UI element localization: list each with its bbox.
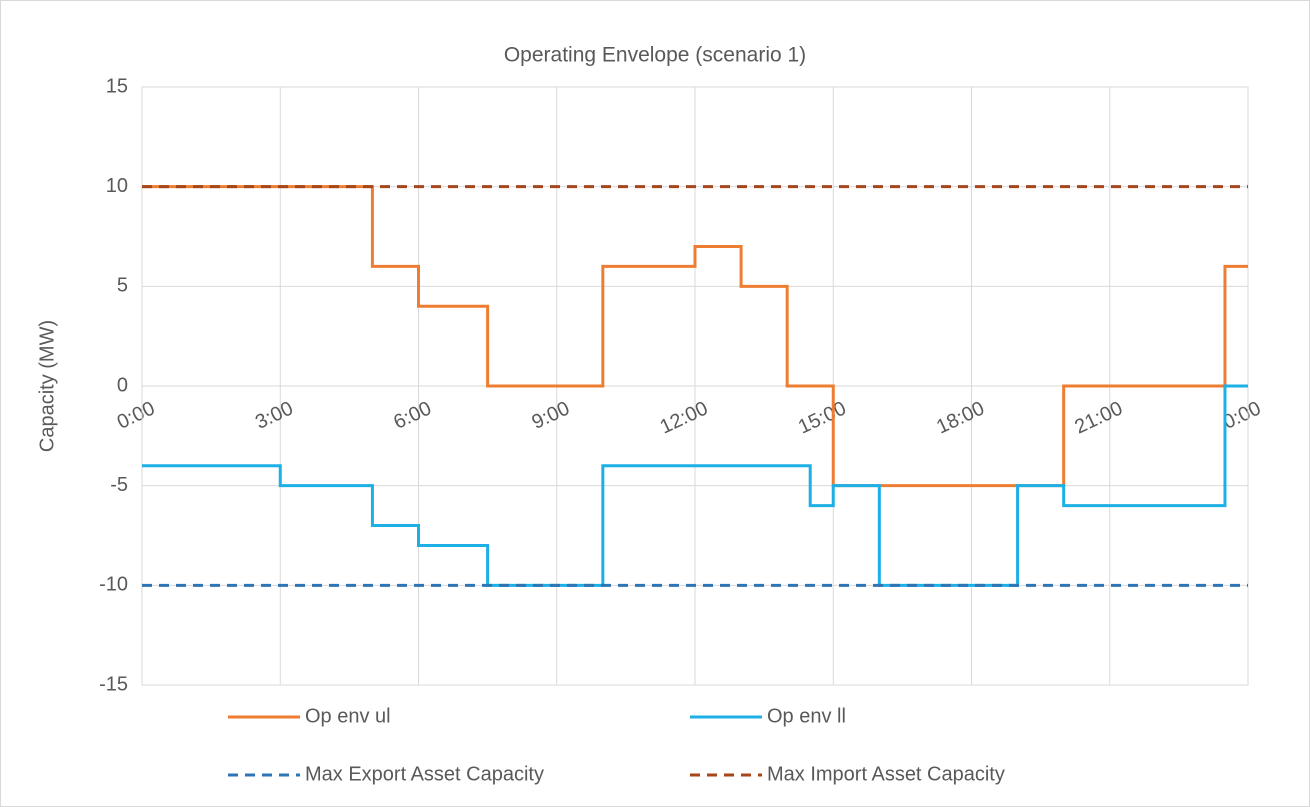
- y-tick-label: 15: [106, 75, 128, 97]
- series-line: [142, 384, 1248, 587]
- y-tick-label: -15: [99, 673, 128, 695]
- legend-label: Op env ul: [305, 705, 391, 727]
- y-tick-label: 10: [106, 175, 128, 197]
- y-tick-label: -5: [110, 474, 128, 496]
- chart-title: Operating Envelope (scenario 1): [504, 44, 806, 67]
- legend-label: Max Import Asset Capacity: [767, 763, 1005, 785]
- y-tick-label: 0: [117, 374, 128, 396]
- y-tick-label: -10: [99, 574, 128, 596]
- legend-label: Max Export Asset Capacity: [305, 763, 544, 785]
- legend-label: Op env ll: [767, 705, 846, 727]
- series-line: [142, 185, 1248, 488]
- y-tick-label: 5: [117, 275, 128, 297]
- y-axis-label: Capacity (MW): [36, 320, 58, 452]
